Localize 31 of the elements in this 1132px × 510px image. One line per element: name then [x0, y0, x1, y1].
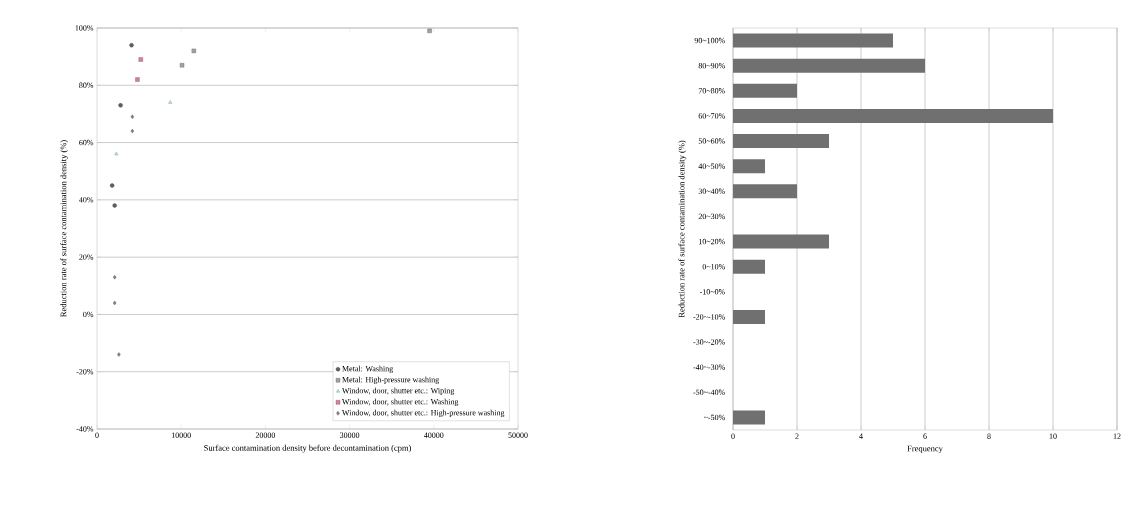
point [114, 151, 119, 156]
y-axis-title: Reduction rate of surface contamination density (%) [678, 140, 687, 318]
bar [733, 410, 766, 425]
point [130, 114, 135, 119]
point [112, 300, 117, 306]
bar [733, 309, 766, 324]
bar [733, 184, 798, 199]
y-axis-title: Reduction rate of surface contamination density (%) [60, 140, 69, 317]
point [191, 48, 197, 54]
bar [733, 134, 830, 149]
point [168, 100, 173, 104]
point [109, 183, 115, 188]
bar [733, 234, 830, 249]
bar [733, 83, 798, 98]
point [135, 77, 140, 82]
x-axis-title: Frequency [907, 445, 943, 454]
bar [733, 33, 894, 48]
point [112, 275, 117, 280]
point [118, 103, 123, 108]
point [130, 128, 135, 134]
point [427, 28, 432, 34]
bar [733, 58, 926, 73]
point [112, 203, 117, 208]
point [179, 63, 185, 68]
x-axis-title: Surface contamination density before decontamination (cpm) [204, 444, 411, 453]
point [129, 42, 134, 48]
bar [733, 259, 766, 274]
bar [733, 159, 766, 174]
point [138, 57, 143, 62]
bar [733, 108, 1054, 123]
point [117, 352, 121, 357]
